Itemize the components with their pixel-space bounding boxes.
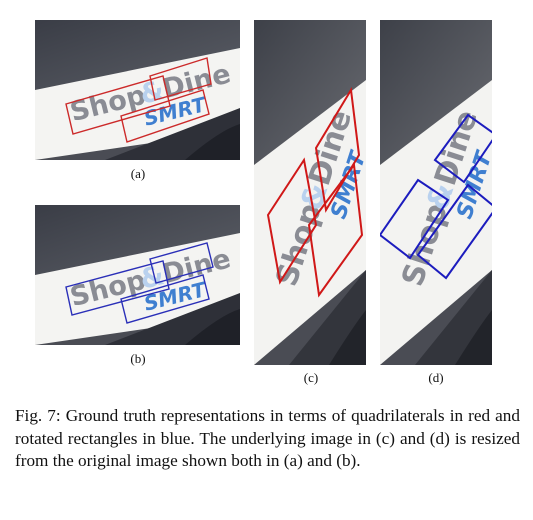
panel-c-label: (c)	[291, 370, 331, 386]
panel-a-label: (a)	[118, 166, 158, 182]
panel-a-image: Shop & Dine SMRT	[35, 20, 240, 160]
figure-caption: Fig. 7: Ground truth representations in …	[15, 405, 520, 473]
panel-c-image: Shop & Dine SMRT	[254, 20, 366, 365]
panel-d-label: (d)	[416, 370, 456, 386]
panel-b-label: (b)	[118, 351, 158, 367]
panel-b-image: Shop & Dine SMRT	[35, 205, 240, 345]
panel-d-image: Shop & Dine SMRT	[380, 20, 492, 365]
